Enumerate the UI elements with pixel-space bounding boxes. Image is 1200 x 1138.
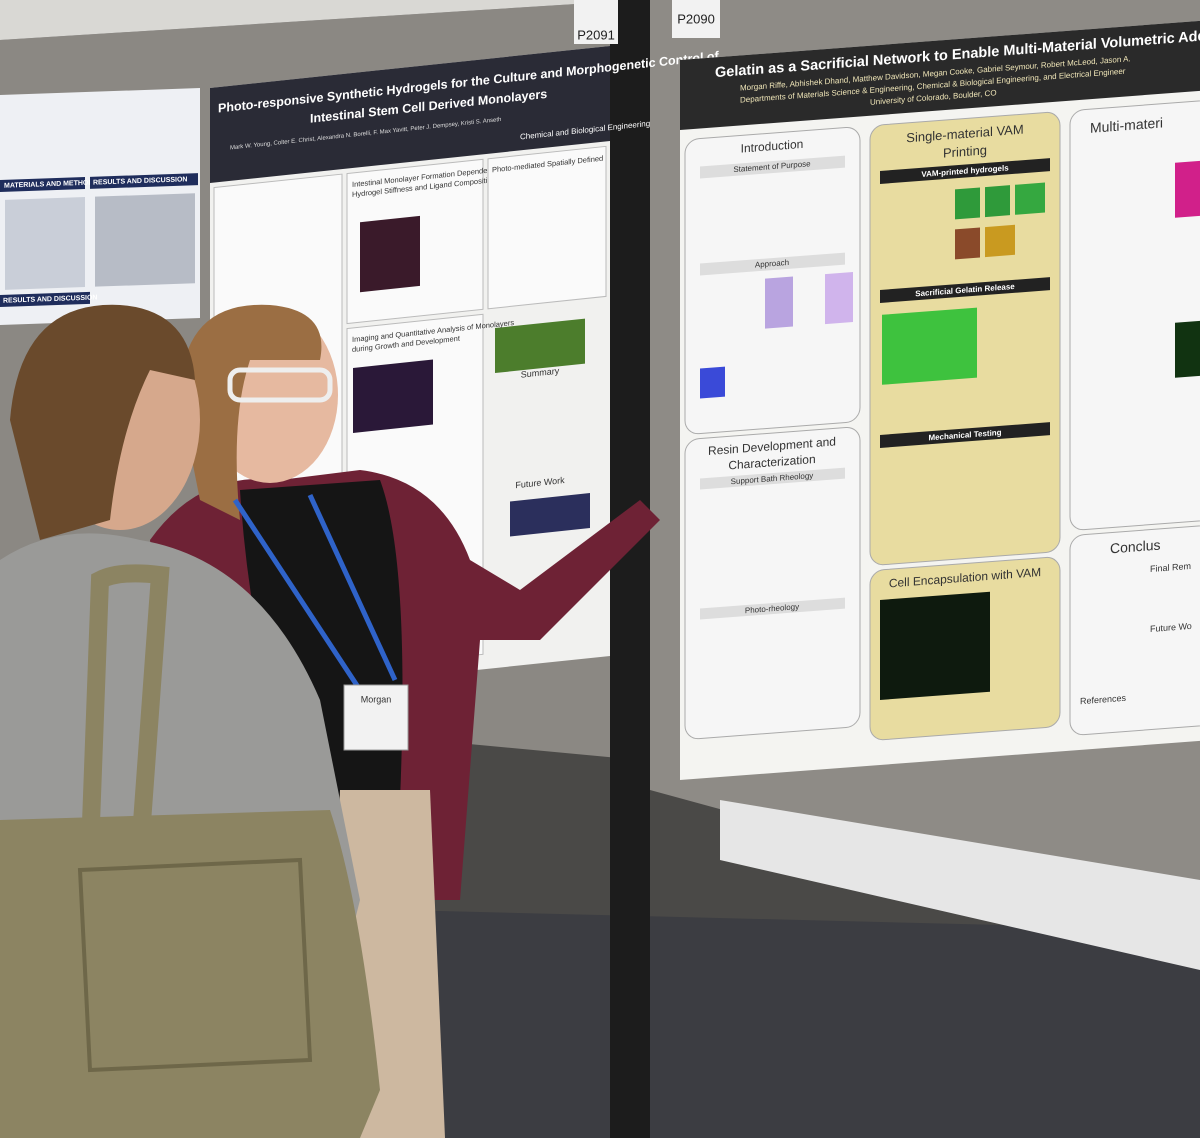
figure [955,227,980,260]
section-title: RESULTS AND DISCUSSION [93,176,187,186]
section-band [90,173,198,189]
figure [510,493,590,537]
panel [1069,524,1200,736]
section-title: MATERIALS AND METHODS [4,179,98,189]
figure [95,193,195,287]
figure [1015,182,1045,215]
number-card [672,0,720,38]
panel [684,426,861,740]
lanyard [232,493,398,692]
subheader [700,467,845,490]
bag-pocket [77,857,313,1073]
section-band [0,291,90,308]
figure [360,215,420,293]
figure [5,197,85,290]
subheader [700,252,845,276]
title-band [680,19,1200,130]
figure [1175,320,1200,378]
section-title: Approach [755,258,789,270]
figure [1175,160,1200,218]
board-edge [720,800,1200,970]
section-title: Introduction [741,137,804,156]
figure [700,366,725,399]
board-post [610,0,650,1138]
figure [353,359,433,433]
right-poster: Gelatin as a Sacrificial Network to Enab… [680,19,1200,780]
subheader [880,422,1050,448]
figure [765,276,793,329]
section-title: Characterization [728,452,815,473]
glasses [227,367,333,403]
section-title: Multi-materi [1090,114,1163,135]
section-title: Summary [521,366,560,380]
figure [882,307,977,385]
board-number: P2091 [577,27,615,42]
title-band [210,45,610,183]
figure [825,271,853,325]
hair [10,304,195,540]
bag [0,810,380,1138]
section-title: Photo-rheology [745,602,799,615]
attendee [0,304,380,1138]
hair [180,304,322,520]
figure [985,185,1010,218]
section-title: RESULTS AND DISCUSSION [3,294,97,304]
number-card [574,0,618,44]
ceiling [0,0,640,40]
section-title: Conclus [1110,537,1161,557]
section-title: References [1080,693,1126,706]
bag-strap [80,564,170,859]
subheader [880,158,1050,184]
figure [985,224,1015,258]
figure [495,318,585,374]
subheader [880,277,1050,303]
section-title: Future Wo [1150,621,1192,634]
board-number: P2090 [677,11,715,26]
section-title: Printing [943,142,987,160]
column [487,145,607,310]
figure [955,187,980,220]
figure [880,591,990,700]
subheader [700,597,845,620]
section-band [0,177,85,192]
section-title: Final Rem [1150,561,1191,574]
name-badge [343,684,409,751]
left-poster: MATERIALS AND METHODS RESULTS AND DISCUS… [0,88,200,325]
subheader [700,155,845,179]
badge-name: Morgan [361,694,392,704]
